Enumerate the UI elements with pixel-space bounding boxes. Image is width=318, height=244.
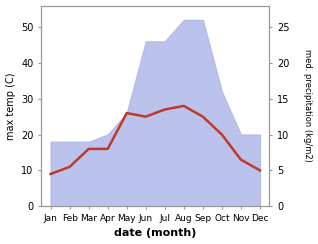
- Y-axis label: med. precipitation (kg/m2): med. precipitation (kg/m2): [303, 50, 313, 162]
- X-axis label: date (month): date (month): [114, 228, 197, 238]
- Y-axis label: max temp (C): max temp (C): [5, 72, 16, 140]
